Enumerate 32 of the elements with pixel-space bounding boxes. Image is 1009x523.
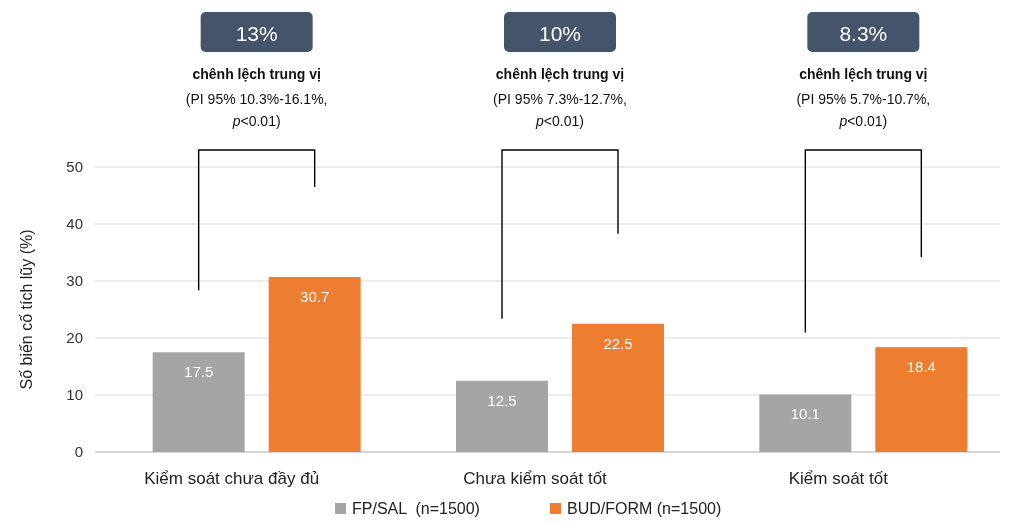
y-tick-label: 50 bbox=[66, 158, 83, 175]
data-label: 12.5 bbox=[487, 391, 517, 409]
text: (PI 95% 5.7%-10.7%, p<0.01) bbox=[796, 91, 931, 129]
x-tick-label: Kiểm soát chưa đầy đủ bbox=[144, 469, 320, 488]
y-axis-title: Số biến cố tích lũy (%) bbox=[18, 229, 35, 390]
text: chênh lệch trung vị bbox=[799, 66, 928, 82]
text: 10% bbox=[538, 22, 582, 45]
bar bbox=[759, 394, 852, 452]
data-label: 10.1 bbox=[790, 405, 820, 423]
x-tick-label: Chưa kiểm soát tốt bbox=[463, 469, 608, 488]
text: chênh lệch trung vị bbox=[495, 66, 625, 82]
text: chênh lệch trung vị bbox=[192, 66, 321, 82]
y-tick-label: 20 bbox=[66, 329, 83, 346]
y-tick-label: 40 bbox=[66, 215, 83, 232]
text: 8.3% bbox=[839, 22, 888, 45]
bar bbox=[875, 347, 968, 452]
bar bbox=[456, 380, 548, 452]
legend-label: FP/SAL (n=1500) bbox=[352, 500, 480, 517]
legend-label: BUD/FORM (n=1500) bbox=[567, 500, 722, 517]
text: (PI 95% 10.3%-16.1%, p<0.01) bbox=[185, 91, 328, 129]
y-tick-label: 10 bbox=[66, 386, 83, 403]
data-label: 22.5 bbox=[603, 334, 633, 352]
bar bbox=[572, 323, 664, 452]
data-label: 18.4 bbox=[906, 358, 936, 376]
text: (PI 95% 7.3%-12.7%, p<0.01) bbox=[493, 91, 627, 129]
data-label: 17.5 bbox=[184, 363, 214, 381]
data-label: 30.7 bbox=[300, 288, 330, 306]
y-tick-label: 0 bbox=[74, 443, 83, 460]
x-tick-label: Kiểm soát tốt bbox=[788, 469, 889, 488]
bar bbox=[152, 352, 245, 452]
y-tick-label: 30 bbox=[66, 272, 83, 289]
text: 13% bbox=[235, 22, 278, 45]
